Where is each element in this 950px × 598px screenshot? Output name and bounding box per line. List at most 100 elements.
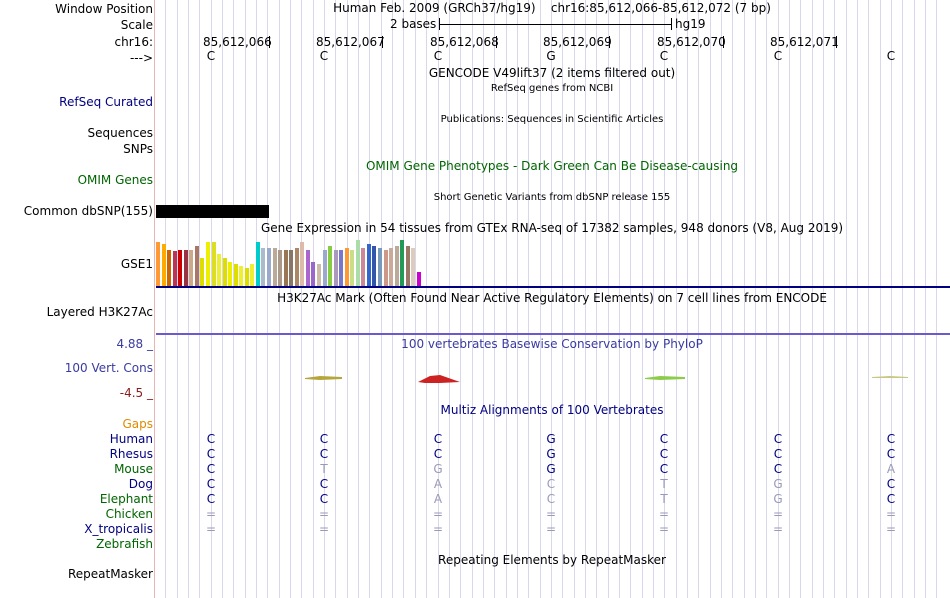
gtex-tissue-bar[interactable] bbox=[200, 258, 205, 286]
species-label[interactable]: Dog bbox=[128, 477, 153, 491]
label-omim[interactable]: OMIM Genes bbox=[77, 173, 153, 187]
gtex-tissue-bar[interactable] bbox=[267, 248, 271, 286]
gtex-tissue-bar[interactable] bbox=[278, 250, 283, 286]
gtex-tissue-bar[interactable] bbox=[250, 264, 255, 286]
gtex-tissue-bar[interactable] bbox=[361, 248, 366, 286]
publications-title[interactable]: Publications: Sequences in Scientific Ar… bbox=[440, 114, 664, 125]
aligned-base: = bbox=[885, 507, 897, 521]
h3k27ac-title[interactable]: H3K27Ac Mark (Often Found Near Active Re… bbox=[277, 291, 827, 305]
gencode-title[interactable]: GENCODE V49lift37 (2 items filtered out) bbox=[428, 66, 676, 80]
aligned-base: C bbox=[319, 492, 329, 506]
gtex-tissue-bar[interactable] bbox=[194, 246, 199, 286]
label-layered-h3k27ac[interactable]: Layered H3K27Ac bbox=[46, 305, 153, 319]
gtex-tissue-bar[interactable] bbox=[272, 248, 277, 286]
grid-line bbox=[925, 0, 926, 598]
gtex-tissue-bar[interactable] bbox=[294, 248, 299, 286]
gtex-tissue-bar[interactable] bbox=[189, 250, 194, 286]
gtex-tissue-bar[interactable] bbox=[222, 258, 227, 286]
gtex-title[interactable]: Gene Expression in 54 tissues from GTEx … bbox=[260, 221, 844, 235]
gtex-tissue-bar[interactable] bbox=[283, 250, 288, 286]
grid-line bbox=[347, 0, 348, 598]
grid-line bbox=[551, 0, 552, 598]
species-label[interactable]: Human bbox=[109, 432, 153, 446]
gtex-tissue-bar[interactable] bbox=[333, 250, 338, 286]
grid-line bbox=[233, 0, 234, 598]
label-gse1[interactable]: GSE1 bbox=[120, 257, 153, 271]
gtex-tissue-bar[interactable] bbox=[244, 268, 249, 286]
species-label[interactable]: Zebrafish bbox=[96, 537, 153, 551]
gtex-tissue-bar[interactable] bbox=[400, 240, 405, 286]
gtex-tissue-bar[interactable] bbox=[383, 250, 388, 286]
grid-line bbox=[358, 0, 359, 598]
grid-line bbox=[834, 0, 835, 598]
gtex-tissue-bar[interactable] bbox=[217, 254, 222, 286]
gtex-tissue-bar[interactable] bbox=[344, 248, 349, 286]
label-sequences[interactable]: Sequences bbox=[87, 126, 153, 140]
label-repeatmasker[interactable]: RepeatMasker bbox=[67, 567, 153, 581]
gtex-tissue-bar[interactable] bbox=[411, 248, 416, 286]
gtex-tissue-bar[interactable] bbox=[239, 266, 244, 286]
label-gaps[interactable]: Gaps bbox=[122, 417, 153, 431]
gtex-tissue-bar[interactable] bbox=[261, 248, 266, 286]
gtex-tissue-bar[interactable] bbox=[233, 264, 238, 286]
refseq-title[interactable]: RefSeq genes from NCBI bbox=[490, 83, 614, 94]
gtex-tissue-bar[interactable] bbox=[316, 264, 321, 286]
label-vert-cons[interactable]: 100 Vert. Cons bbox=[64, 361, 153, 375]
species-label[interactable]: Chicken bbox=[105, 507, 153, 521]
aligned-base: G bbox=[433, 462, 443, 476]
dbsnp-variant[interactable] bbox=[156, 205, 269, 218]
grid-line bbox=[267, 0, 268, 598]
gtex-tissue-bar[interactable] bbox=[350, 250, 355, 286]
gtex-tissue-bar[interactable] bbox=[378, 248, 382, 286]
gtex-tissue-bar[interactable] bbox=[228, 262, 233, 286]
aligned-base: T bbox=[660, 477, 668, 491]
gtex-tissue-bar[interactable] bbox=[322, 250, 327, 286]
grid-line bbox=[301, 0, 302, 598]
repeatmasker-title[interactable]: Repeating Elements by RepeatMasker bbox=[438, 553, 666, 567]
aligned-base: C bbox=[319, 477, 329, 491]
species-label[interactable]: X_tropicalis bbox=[84, 522, 153, 536]
gtex-tissue-bar[interactable] bbox=[156, 242, 160, 286]
gtex-tissue-bar[interactable] bbox=[355, 240, 360, 286]
dbsnp-title[interactable]: Short Genetic Variants from dbSNP releas… bbox=[433, 192, 671, 203]
grid-line bbox=[630, 0, 631, 598]
gtex-tissue-bar[interactable] bbox=[305, 250, 310, 286]
gtex-tissue-bar[interactable] bbox=[366, 244, 371, 286]
gtex-tissue-bar[interactable] bbox=[394, 246, 399, 286]
gtex-tissue-bar[interactable] bbox=[161, 244, 166, 286]
multiz-title[interactable]: Multiz Alignments of 100 Vertebrates bbox=[440, 403, 664, 417]
species-label[interactable]: Mouse bbox=[114, 462, 153, 476]
gtex-tissue-bar[interactable] bbox=[389, 248, 394, 286]
aligned-base: C bbox=[773, 432, 783, 446]
reference-base: G bbox=[546, 49, 556, 63]
gtex-tissue-bar[interactable] bbox=[178, 250, 183, 286]
species-label[interactable]: Rhesus bbox=[109, 447, 153, 461]
aligned-base: C bbox=[206, 432, 216, 446]
gtex-tissue-bar[interactable] bbox=[372, 246, 377, 286]
aligned-base: = bbox=[545, 522, 557, 536]
gtex-tissue-bar[interactable] bbox=[300, 242, 305, 286]
gtex-tissue-bar[interactable] bbox=[311, 262, 316, 286]
label-refseq[interactable]: RefSeq Curated bbox=[59, 95, 153, 109]
omim-title[interactable]: OMIM Gene Phenotypes - Dark Green Can Be… bbox=[365, 159, 739, 173]
species-label[interactable]: Elephant bbox=[99, 492, 153, 506]
label-common-dbsnp[interactable]: Common dbSNP(155) bbox=[23, 204, 153, 218]
gtex-tissue-bar[interactable] bbox=[289, 250, 294, 286]
gtex-tissue-bar[interactable] bbox=[211, 242, 216, 286]
grid-line bbox=[721, 0, 722, 598]
gtex-tissue-bar[interactable] bbox=[183, 250, 188, 286]
label-snps[interactable]: SNPs bbox=[123, 142, 153, 156]
gtex-tissue-bar[interactable] bbox=[416, 272, 421, 286]
aligned-base: C bbox=[206, 447, 216, 461]
gtex-tissue-bar[interactable] bbox=[172, 251, 177, 286]
gtex-tissue-bar[interactable] bbox=[328, 246, 332, 286]
gtex-tissue-bar[interactable] bbox=[167, 250, 172, 286]
phylop-title[interactable]: 100 vertebrates Basewise Conservation by… bbox=[401, 337, 703, 351]
grid-line bbox=[222, 0, 223, 598]
gtex-tissue-bar[interactable] bbox=[339, 250, 344, 286]
gtex-tissue-bar[interactable] bbox=[405, 246, 410, 286]
ruler-tick bbox=[496, 36, 497, 48]
gtex-tissue-bar[interactable] bbox=[205, 242, 210, 286]
gtex-tissue-bar[interactable] bbox=[255, 242, 260, 286]
